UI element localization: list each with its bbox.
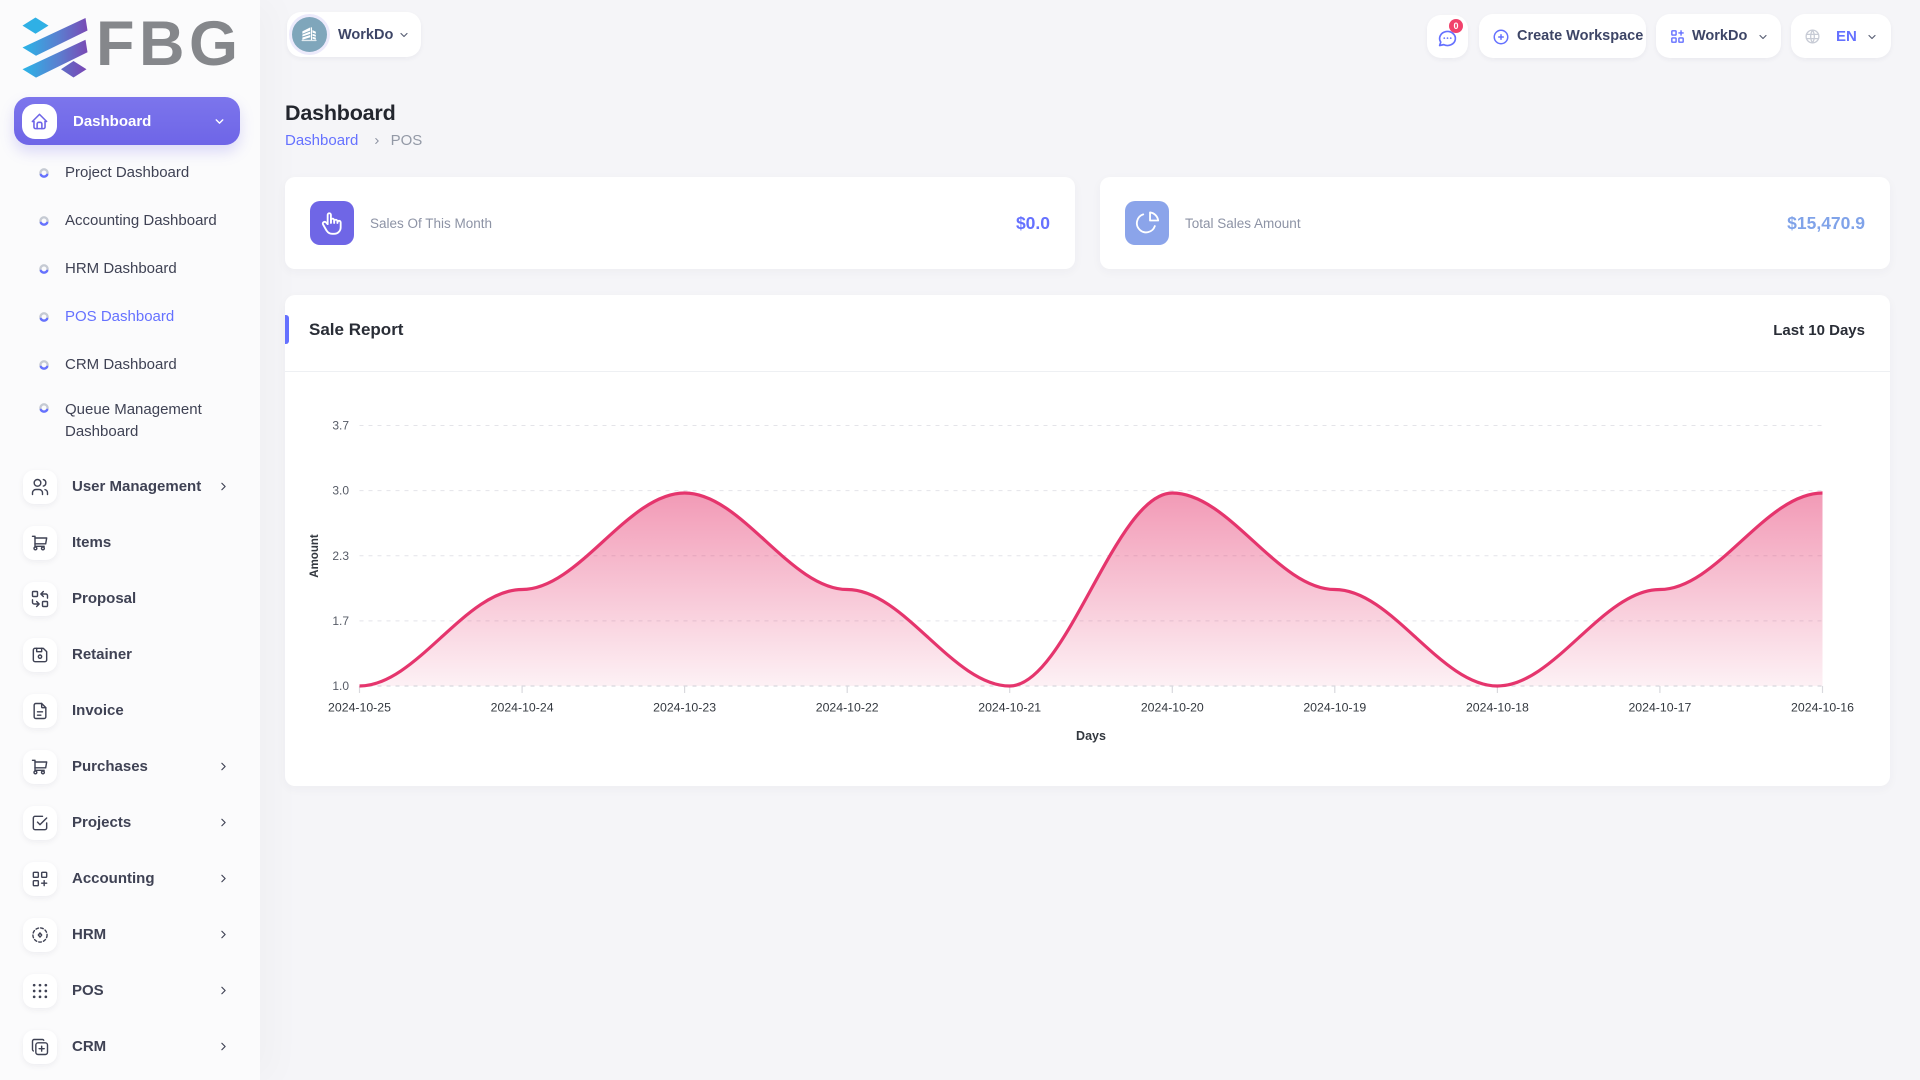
svg-text:2.3: 2.3: [332, 549, 349, 563]
svg-text:2024-10-17: 2024-10-17: [1628, 701, 1691, 715]
svg-text:2024-10-25: 2024-10-25: [328, 701, 391, 715]
svg-text:Days: Days: [1076, 729, 1106, 743]
svg-text:3.7: 3.7: [332, 419, 349, 433]
svg-text:Amount: Amount: [309, 534, 321, 578]
svg-text:2024-10-22: 2024-10-22: [816, 701, 879, 715]
svg-text:3.0: 3.0: [332, 484, 349, 498]
svg-text:2024-10-21: 2024-10-21: [978, 701, 1041, 715]
svg-text:2024-10-23: 2024-10-23: [653, 701, 716, 715]
svg-text:1.0: 1.0: [332, 679, 349, 693]
svg-text:2024-10-19: 2024-10-19: [1303, 701, 1366, 715]
svg-text:2024-10-18: 2024-10-18: [1466, 701, 1529, 715]
svg-text:2024-10-24: 2024-10-24: [491, 701, 554, 715]
svg-text:1.7: 1.7: [332, 614, 349, 628]
svg-text:2024-10-16: 2024-10-16: [1791, 701, 1854, 715]
svg-text:2024-10-20: 2024-10-20: [1141, 701, 1204, 715]
